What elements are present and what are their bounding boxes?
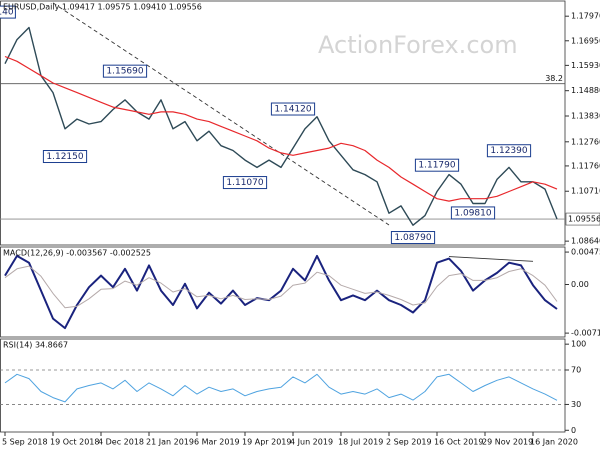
series-line [4,55,558,202]
y-tick-label: 1.11760 [571,161,600,170]
y-tick-label: 100 [571,340,586,349]
price-label-box [486,144,532,158]
y-tick-label: 1.13830 [571,112,600,121]
panel-title: RSI(14) 34.8667 [3,341,68,350]
price-label-box [42,150,88,164]
y-tick-label: -0.00713 [571,329,600,338]
y-tick-label: 30 [571,400,581,409]
price-label: 1.11790 [418,161,455,171]
price-label-box [450,206,496,220]
series-line [4,254,558,330]
price-label: 1.11070 [226,178,263,188]
x-tick-label: 2 Sep 2019 [386,438,432,447]
trendline [448,256,534,262]
series-line [4,265,558,309]
y-tick-label: 1.16950 [571,36,600,45]
series-line [4,26,558,226]
price-label-box [0,5,16,19]
price-label-box [102,64,148,78]
x-tick-label: 19 Oct 2018 [50,438,99,447]
panel-frame [0,0,566,246]
watermark: ActionForex.com [318,31,518,59]
y-tick-label: 1.10710 [571,187,600,196]
x-tick-label: 19 Apr 2019 [242,438,291,447]
x-tick-label: 18 Jul 2019 [338,438,383,447]
price-label: 1.15690 [106,67,143,77]
price-label: 1.08790 [394,233,431,243]
x-tick-label: 16 Jan 2020 [530,438,578,447]
y-tick-label: 1.08640 [571,237,600,246]
panel-title: MACD(12,26,9) -0.003567 -0.002525 [3,249,151,258]
x-tick-label: 21 Jan 2019 [146,438,194,447]
x-tick-label: 29 Nov 2019 [482,438,533,447]
price-label: 140 [0,8,14,18]
price-label-box [222,176,268,190]
y-tick-label: 1.12760 [571,137,600,146]
y-tick-label: 0.00 [571,280,589,289]
panel-title: EURUSD,Daily 1.09417 1.09575 1.09410 1.0… [3,3,202,12]
panel-frame [0,338,566,433]
y-tick-label: 1.14880 [571,86,600,95]
x-tick-label: 6 Mar 2019 [194,438,240,447]
price-label: 1.14120 [274,105,311,115]
price-label: 1.09810 [454,208,491,218]
y-tick-label: 0 [571,426,576,435]
price-label-box [414,158,460,172]
y-tick-label: 1.15930 [571,61,600,70]
price-label-box [390,231,436,245]
last-price-box [565,212,600,226]
fib-label: 38.2 [545,74,563,83]
y-tick-label: 0.004756 [571,248,600,257]
price-label: 1.12150 [46,152,83,162]
price-label: 1.12390 [490,146,527,156]
panel-frame [0,246,566,338]
x-tick-label: 5 Sep 2018 [2,438,48,447]
x-tick-label: 4 Dec 2018 [98,438,144,447]
x-tick-label: 16 Oct 2019 [434,438,483,447]
last-price-label: 1.09556 [568,215,600,224]
price-label-box [270,102,316,116]
y-tick-label: 1.17970 [571,12,600,21]
series-line [4,373,558,403]
y-tick-label: 70 [571,366,581,375]
x-tick-label: 4 Jun 2019 [290,438,333,447]
